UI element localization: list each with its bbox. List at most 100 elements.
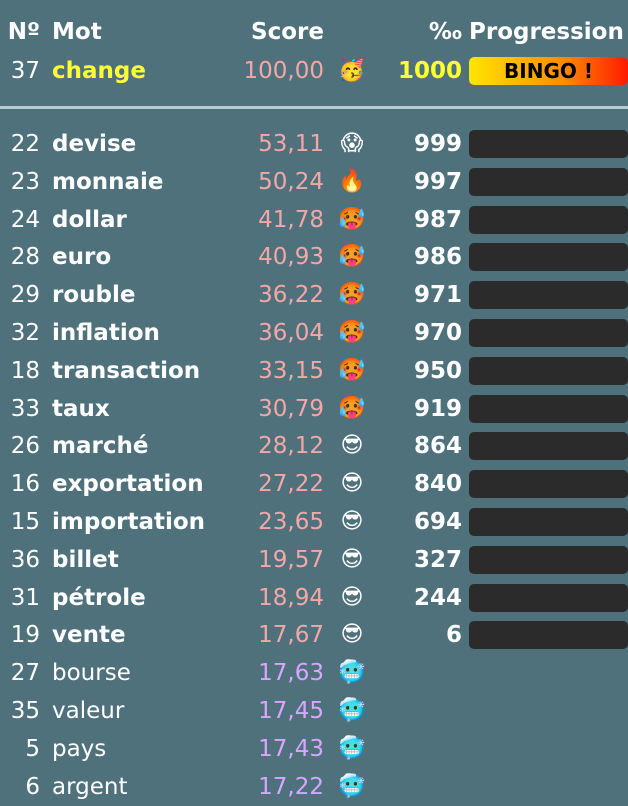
- guess-number: 19: [10, 622, 40, 649]
- hot-face-icon: 🥵: [338, 282, 366, 308]
- guess-row: 29 rouble 36,22 🥵 971: [0, 276, 628, 314]
- guess-score: 27,22: [258, 471, 324, 498]
- guess-word: vente: [52, 622, 126, 649]
- guess-score: 36,04: [258, 320, 324, 346]
- guess-score: 36,22: [258, 282, 324, 309]
- guess-word: rouble: [52, 282, 136, 309]
- sunglasses-face-icon: 😎: [340, 471, 364, 497]
- progress-bar: [469, 319, 628, 347]
- guess-score: 17,63: [258, 660, 324, 687]
- guess-word: billet: [52, 546, 119, 573]
- hot-face-icon: 🥵: [338, 357, 366, 383]
- cold-face-icon: 🥶: [338, 660, 366, 686]
- guess-permille: 987: [413, 206, 462, 233]
- guess-score: 19,57: [258, 546, 324, 573]
- guess-score: 41,78: [258, 206, 324, 233]
- guess-number: 36: [10, 546, 40, 573]
- guess-number: 31: [10, 584, 40, 611]
- guess-row: 28 euro 40,93 🥵 986: [0, 238, 628, 276]
- cold-face-icon: 🥶: [338, 698, 366, 723]
- guess-row: 31 pétrole 18,94 😎 244: [0, 579, 628, 617]
- bingo-label: BINGO !: [469, 57, 628, 85]
- guess-permille: 986: [413, 244, 462, 271]
- guess-row: 18 transaction 33,15 🥵 950: [0, 352, 628, 390]
- guess-score: 18,94: [258, 584, 324, 611]
- hot-face-icon: 🥵: [338, 395, 366, 421]
- party-face-icon: 🥳: [338, 58, 366, 83]
- guess-permille: 997: [413, 168, 462, 195]
- progress-bar: [469, 583, 628, 612]
- progress-bar: [469, 243, 628, 272]
- guess-word: pays: [52, 735, 107, 762]
- guess-word: exportation: [52, 471, 204, 498]
- progress-bar: [469, 167, 628, 196]
- guess-number: 24: [10, 206, 40, 233]
- header-progress: Progression: [469, 19, 624, 45]
- guess-score: 23,65: [258, 509, 324, 535]
- guess-score: 17,43: [258, 735, 324, 762]
- guess-number: 33: [10, 395, 40, 422]
- guess-row: 19 vente 17,67 😎 6: [0, 616, 628, 654]
- sunglasses-face-icon: 😎: [340, 546, 364, 572]
- guess-number: 23: [10, 168, 40, 195]
- header-score: Score: [251, 19, 324, 45]
- guess-word: importation: [52, 509, 206, 535]
- guess-number: 26: [10, 433, 40, 460]
- guess-permille: 694: [413, 509, 462, 535]
- guess-row: 23 monnaie 50,24 🔥 997: [0, 163, 628, 201]
- guess-number: 32: [10, 320, 40, 346]
- guess-score: 17,45: [258, 698, 324, 724]
- hot-face-icon: 🥵: [338, 320, 366, 345]
- guess-word: pétrole: [52, 584, 146, 611]
- guess-number: 6: [25, 773, 40, 800]
- guess-number: 5: [25, 735, 40, 762]
- progress-bar: [469, 394, 628, 423]
- guess-word: taux: [52, 395, 110, 422]
- hot-face-icon: 🥵: [338, 206, 366, 232]
- guess-number: 16: [10, 471, 40, 498]
- hot-face-icon: 🥵: [338, 244, 366, 270]
- guess-score: 50,24: [258, 168, 324, 195]
- guess-word: marché: [52, 433, 149, 460]
- guess-permille: 971: [413, 282, 462, 309]
- guess-row: 35 valeur 17,45 🥶: [0, 692, 628, 730]
- guess-score: 40,93: [258, 244, 324, 271]
- guess-permille: 970: [413, 320, 462, 346]
- separator: [0, 106, 628, 109]
- guess-score: 100,00: [243, 58, 324, 84]
- guess-row: 36 billet 19,57 😎 327: [0, 541, 628, 579]
- guess-score: 17,22: [258, 773, 324, 800]
- guess-row: 22 devise 53,11 😱 999: [0, 125, 628, 163]
- guess-number: 18: [10, 357, 40, 384]
- progress-bar: [469, 432, 628, 461]
- guess-row: 27 bourse 17,63 🥶: [0, 654, 628, 692]
- guess-word: devise: [52, 131, 137, 157]
- guess-permille: 919: [413, 395, 462, 422]
- fire-icon: 🔥: [338, 168, 366, 194]
- guess-word: argent: [52, 773, 128, 800]
- guess-score: 17,67: [258, 622, 324, 649]
- guess-permille: 244: [413, 584, 462, 611]
- guess-word: euro: [52, 244, 112, 271]
- guess-number: 15: [10, 509, 40, 535]
- header-num: Nº: [7, 19, 40, 45]
- guess-row: 32 inflation 36,04 🥵 970: [0, 314, 628, 352]
- guess-score: 28,12: [258, 433, 324, 460]
- guess-permille: 6: [445, 622, 462, 649]
- scream-face-icon: 😱: [340, 131, 364, 156]
- guess-number: 22: [10, 131, 40, 157]
- guess-permille: 950: [413, 357, 462, 384]
- guess-permille: 864: [413, 433, 462, 460]
- progress-bar: [469, 508, 628, 536]
- current-guess-row: 37 change 100,00 🥳 1000 BINGO !: [0, 52, 628, 90]
- guess-word: bourse: [52, 660, 131, 687]
- guess-number: 27: [10, 660, 40, 687]
- guess-row: 5 pays 17,43 🥶: [0, 730, 628, 768]
- progress-bar: [469, 281, 628, 310]
- guess-score: 53,11: [258, 131, 324, 157]
- progress-bar: [469, 470, 628, 499]
- sunglasses-face-icon: 😎: [340, 433, 364, 459]
- guess-number: 28: [10, 244, 40, 271]
- guess-word: valeur: [52, 698, 125, 724]
- guess-score: 33,15: [258, 357, 324, 384]
